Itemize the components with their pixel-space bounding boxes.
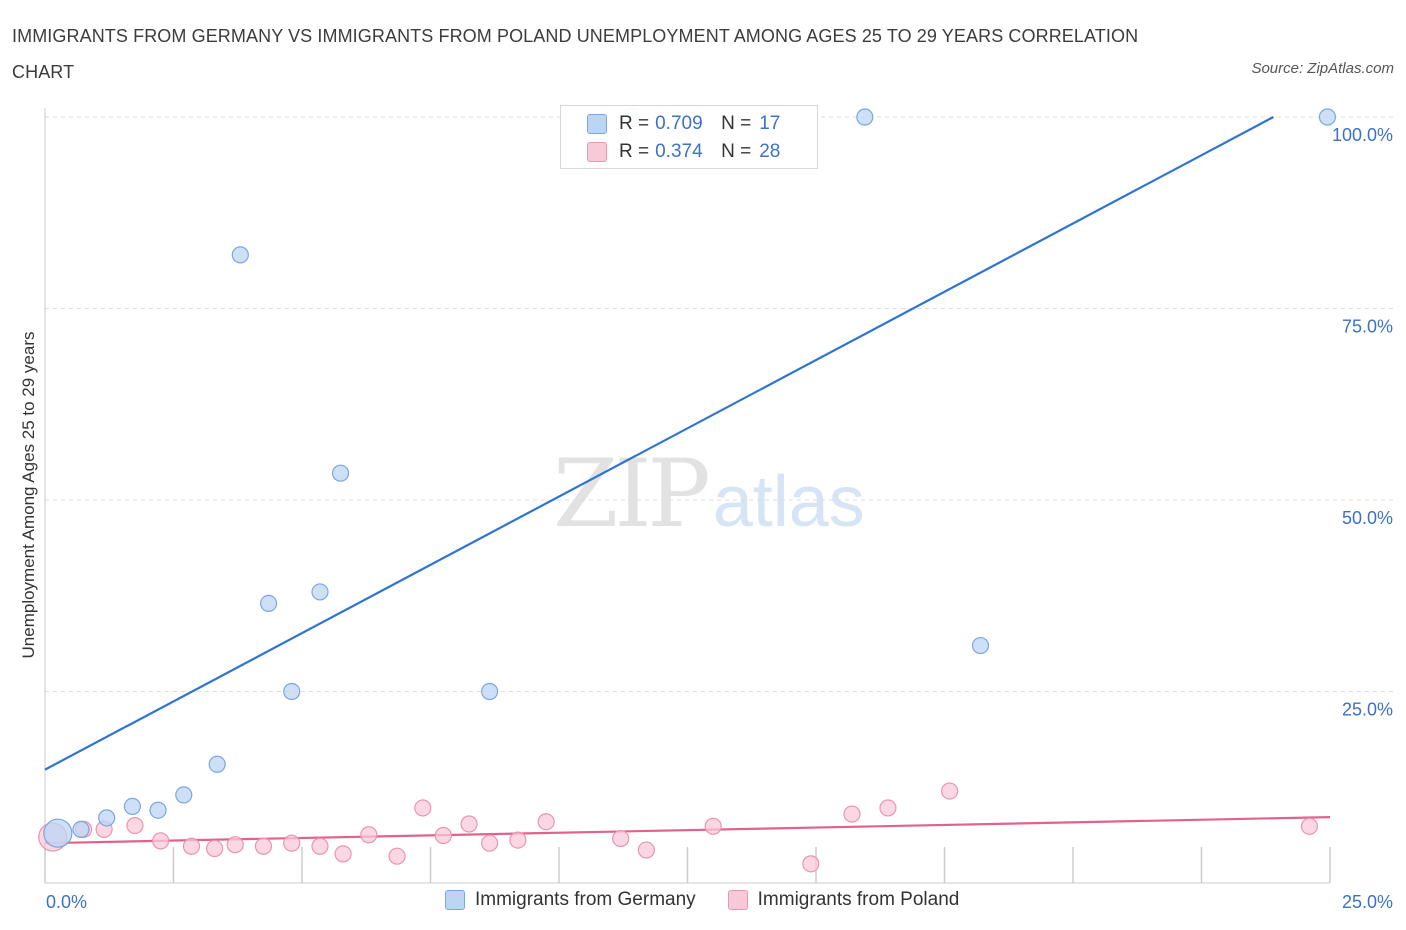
- germany-point-14: [856, 108, 874, 126]
- poland-point-25: [879, 799, 897, 817]
- y-tick-label-25: 25.0%: [1342, 700, 1393, 720]
- germany-point-8: [259, 594, 278, 613]
- poland-point-27: [1300, 817, 1319, 835]
- legend-item-poland[interactable]: Immigrants from Poland: [727, 889, 960, 911]
- poland-point-9: [283, 834, 301, 852]
- poland-r-label: R =: [619, 141, 650, 162]
- germany-point-6: [208, 755, 226, 773]
- poland-point-20: [612, 829, 630, 848]
- poland-point-15: [434, 826, 452, 845]
- germany-n-label: N =: [721, 113, 752, 134]
- germany-point-1: [72, 820, 90, 838]
- germany-r-value: 0.709: [655, 113, 703, 134]
- poland-point-8: [254, 837, 273, 855]
- germany-point-9: [283, 682, 301, 701]
- poland-point-11: [334, 845, 352, 863]
- poland-point-16: [460, 815, 478, 833]
- poland-point-14: [414, 799, 432, 817]
- germany-legend-label: Immigrants from Germany: [475, 889, 696, 910]
- y-tick-label-100: 100.0%: [1332, 125, 1393, 145]
- germany-point-3: [123, 797, 141, 816]
- y-tick-label-50: 50.0%: [1342, 508, 1393, 528]
- poland-point-13: [388, 847, 406, 865]
- y-axis-label: Unemployment Among Ages 25 to 29 years: [19, 332, 38, 659]
- watermark-atlas: atlas: [712, 462, 865, 542]
- poland-point-5: [182, 837, 201, 855]
- source-label: Source: ZipAtlas.com: [1251, 60, 1394, 77]
- germany-legend-swatch: [445, 890, 465, 910]
- germany-point-4: [149, 801, 167, 819]
- x-tick-label-min: 0.0%: [46, 892, 87, 912]
- germany-point-7: [231, 246, 249, 264]
- germany-r-label: R =: [619, 113, 650, 134]
- poland-swatch: [587, 142, 607, 162]
- poland-point-26: [941, 782, 959, 800]
- germany-point-12: [481, 682, 499, 701]
- legend-row-germany: R = 0.709 N = 17: [587, 111, 780, 137]
- poland-point-23: [802, 855, 820, 873]
- poland-point-18: [509, 831, 527, 849]
- poland-point-4: [152, 832, 170, 850]
- poland-point-21: [637, 841, 655, 859]
- x-tick-label-max: 25.0%: [1342, 892, 1393, 912]
- poland-point-17: [481, 834, 499, 852]
- legend-item-germany[interactable]: Immigrants from Germany: [445, 889, 696, 911]
- poland-point-19: [537, 813, 555, 831]
- poland-point-12: [360, 826, 378, 844]
- y-tick-label-75: 75.0%: [1342, 317, 1393, 337]
- correlation-legend: R = 0.709 N = 17 R = 0.374 N = 28: [560, 105, 818, 169]
- poland-legend-swatch: [727, 890, 748, 910]
- series-legend: Immigrants from Germany Immigrants from …: [445, 889, 991, 911]
- germany-swatch: [587, 114, 607, 134]
- germany-point-0: [43, 818, 73, 848]
- poland-n-value: 28: [759, 141, 781, 162]
- legend-row-poland: R = 0.374 N = 28: [587, 139, 780, 165]
- germany-trendline: [44, 116, 1274, 771]
- germany-point-10: [311, 583, 329, 601]
- poland-legend-label: Immigrants from Poland: [757, 889, 960, 910]
- chart-title: IMMIGRANTS FROM GERMANY VS IMMIGRANTS FR…: [12, 26, 1139, 82]
- poland-point-6: [206, 839, 224, 858]
- poland-r-value: 0.374: [655, 141, 703, 162]
- germany-point-5: [175, 786, 193, 804]
- poland-point-3: [126, 816, 144, 835]
- poland-point-7: [226, 836, 244, 854]
- poland-point-22: [704, 817, 722, 835]
- germany-point-11: [331, 464, 350, 482]
- poland-n-label: N =: [721, 141, 752, 162]
- poland-point-10: [311, 837, 329, 855]
- germany-n-value: 17: [759, 113, 781, 134]
- poland-point-24: [843, 805, 861, 823]
- germany-point-15: [971, 636, 990, 655]
- germany-point-2: [98, 809, 116, 827]
- germany-point-16: [1318, 108, 1337, 126]
